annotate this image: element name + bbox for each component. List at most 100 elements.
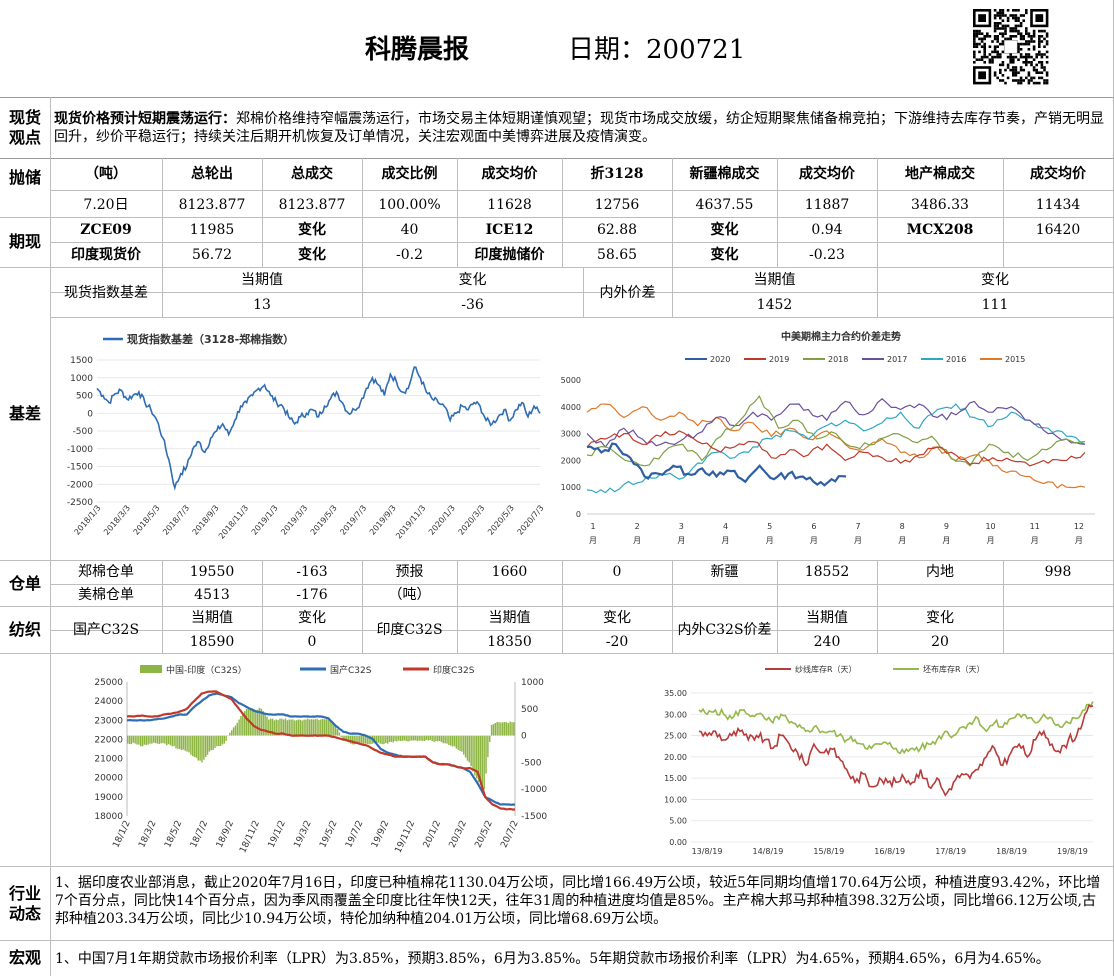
reserve-value-cell-1: 8123.877	[178, 197, 246, 213]
basis-current-value: 13	[253, 297, 271, 313]
bar-diff	[509, 721, 511, 736]
reserve-header-cell-0: （吨）	[85, 166, 127, 182]
bar-diff	[494, 722, 497, 736]
bar-diff	[143, 735, 146, 745]
futures-row2-cell-3: -0.2	[396, 247, 423, 263]
x-tick-label: 18/8/19	[996, 847, 1027, 856]
bar-diff	[182, 735, 185, 750]
bar-diff	[392, 735, 394, 743]
x-tick-label: 19/5/2	[318, 819, 339, 849]
x-tick-label: 9	[944, 522, 949, 531]
legend-label-2019: 2019	[769, 355, 789, 364]
x-tick-label: 8	[900, 522, 905, 531]
y-right-tick: 0	[521, 732, 527, 742]
bar-diff	[500, 722, 502, 736]
warehouse-row2-cell-2: -176	[296, 587, 328, 603]
y-tick-label: 1500	[70, 356, 93, 366]
section-label-futures: 期现	[8, 232, 41, 251]
y-tick-label: 10.00	[664, 795, 687, 804]
legend-label-2015: 2015	[1005, 355, 1025, 364]
x-tick-unit: 月	[766, 536, 774, 545]
bar-diff	[396, 735, 398, 742]
bar-diff	[375, 735, 378, 743]
bar-diff	[420, 735, 422, 741]
macro-text: 1、中国7月1年期贷款市场报价利率（LPR）为3.85%，预期3.85%，6月为…	[55, 951, 1050, 967]
reserve-value-cell-6: 4637.55	[695, 197, 754, 213]
reserve-header-cell-2: 总成交	[291, 166, 333, 182]
bar-diff	[470, 735, 472, 767]
bar-diff	[271, 718, 274, 736]
bar-diff	[266, 716, 268, 736]
x-tick-label: 5	[767, 522, 772, 531]
series-line-fabric	[698, 701, 1094, 755]
bar-diff	[370, 735, 372, 745]
chart-spot-basis: 现货指数基差（3128-郑棉指数） 1500 1000 500 0 -500 -1000 -1…	[67, 332, 546, 541]
x-tick-label: 12	[1074, 522, 1084, 531]
bar-diff	[351, 735, 354, 745]
bar-diff	[277, 720, 279, 736]
bar-diff	[268, 719, 270, 736]
bar-diff	[403, 735, 406, 741]
domestic-c32s-label: 国产C32S	[72, 622, 140, 638]
warehouse-row1-cell-8: 内地	[926, 564, 954, 580]
bar-diff	[325, 719, 328, 736]
bar-diff	[333, 724, 335, 736]
y-tick-label: -1500	[67, 463, 93, 473]
bar-diff	[177, 735, 179, 749]
x-tick-label: 2018/11/3	[217, 504, 250, 541]
y-tick-label: -1000	[67, 445, 93, 455]
bar-diff	[151, 735, 153, 744]
inner-outer-spread-label: 内外价差	[599, 285, 656, 301]
bar-diff	[496, 722, 498, 736]
bar-diff	[323, 719, 326, 736]
y-left-tick: 22000	[94, 735, 123, 745]
io-c32s-spread-label: 内外C32S价差	[677, 622, 772, 638]
bar-diff	[130, 735, 133, 745]
bar-diff	[273, 720, 276, 736]
io-current-value: 240	[813, 634, 841, 650]
futures-row2-cell-2: 变化	[298, 247, 326, 263]
bar-diff	[425, 735, 428, 740]
bar-diff	[399, 735, 402, 741]
warehouse-row1-cell-9: 998	[1044, 564, 1072, 580]
chart-inventory: 纱线库存R（天） 坯布库存R（天） 35.00 30.00 25.00 20.00 15.0…	[664, 664, 1094, 856]
bar-diff	[238, 719, 240, 736]
bar-diff	[229, 732, 231, 736]
bar-diff	[362, 735, 365, 745]
futures-row1-cell-7: 0.94	[811, 222, 843, 238]
bar-diff	[474, 735, 476, 776]
bar-diff	[334, 724, 337, 736]
y-tick-label: 2000	[561, 456, 581, 465]
x-tick-label: 11	[1030, 522, 1040, 531]
futures-row1-cell-9: 16420	[1035, 222, 1081, 238]
y-right-tick: -1500	[521, 812, 547, 822]
bar-diff	[230, 730, 233, 736]
basis-change-header: 变化	[458, 272, 487, 288]
spot-headline: 现货价格预计短期震荡运行：	[54, 111, 236, 127]
futures-row1-cell-3: 40	[400, 222, 419, 238]
bar-diff	[219, 735, 222, 747]
bar-diff	[212, 735, 214, 751]
bar-diff	[490, 724, 493, 736]
bar-diff	[301, 720, 303, 736]
x-tick-unit: 月	[1031, 536, 1039, 545]
legend-label-1: 坯布库存R（天）	[923, 664, 985, 674]
spot-body: 郑棉价格维持窄幅震荡运行，市场交易主体短期谨慎观望；现货市场成交放缓，纺企短期聚…	[54, 111, 1104, 145]
y-tick-label: 35.00	[664, 689, 687, 698]
report-date: 日期：200721	[568, 35, 746, 65]
india-change-value: -20	[605, 634, 629, 650]
y-tick-label: 0	[87, 409, 93, 419]
bar-diff	[223, 735, 225, 744]
futures-row1-cell-0: ZCE09	[80, 222, 132, 238]
x-tick-unit: 月	[722, 536, 730, 545]
bar-diff	[316, 718, 318, 736]
y-tick-label: 500	[76, 392, 93, 402]
bar-diff	[303, 719, 305, 736]
bar-diff	[455, 735, 458, 749]
bar-diff	[340, 735, 342, 737]
bar-diff	[221, 735, 224, 745]
y-left-tick: 23000	[94, 716, 123, 726]
reserve-value-cell-5: 12756	[594, 197, 640, 213]
series-line-2017	[586, 398, 1086, 448]
bar-diff	[186, 735, 188, 752]
